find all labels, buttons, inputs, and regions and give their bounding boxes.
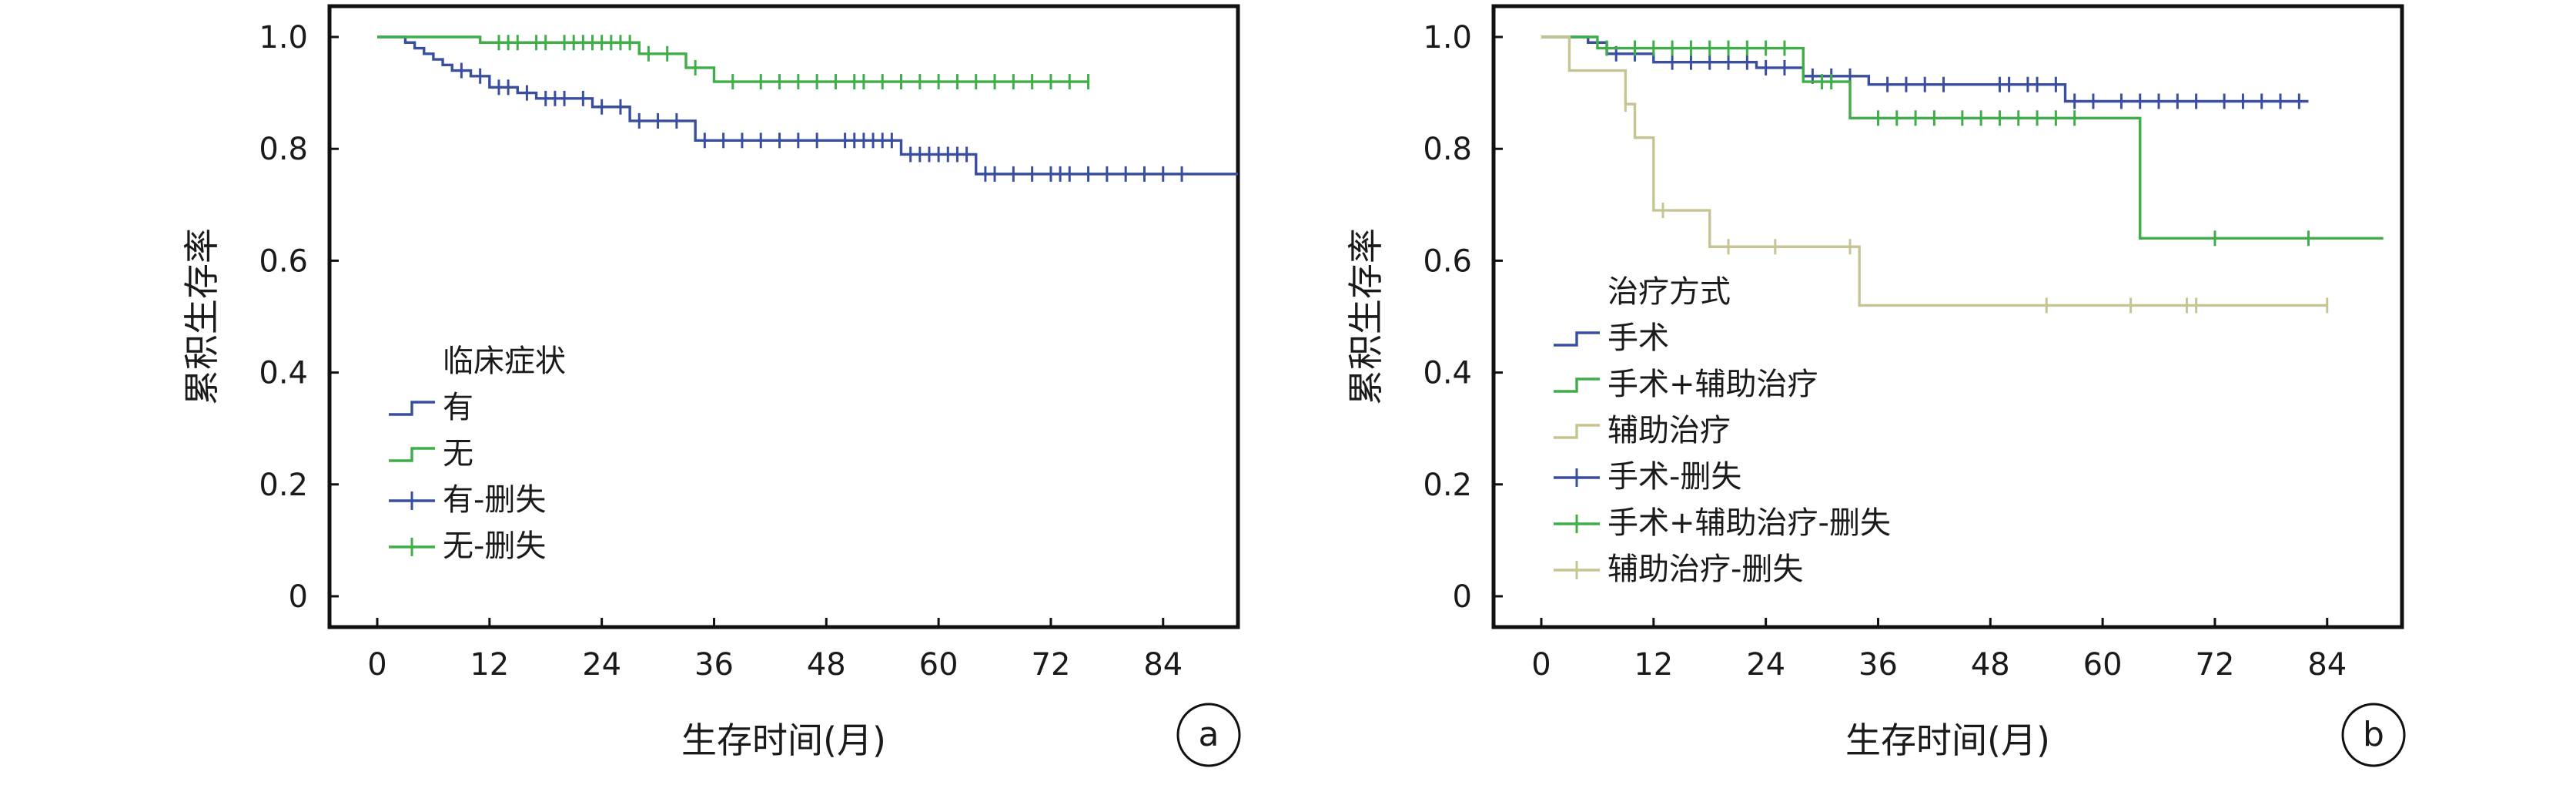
y-tick-label: 0.8: [259, 132, 308, 167]
legend-swatch-line: [389, 401, 435, 416]
legend-swatch-line: [1554, 331, 1600, 347]
y-tick-label: 0: [1453, 579, 1472, 615]
x-tick-label: 84: [1143, 647, 1183, 683]
y-axis-title: 累积生存率: [1345, 228, 1387, 405]
legend-title: 临床症状: [443, 344, 566, 379]
legend-label: 手术+辅助治疗-删失: [1607, 505, 1891, 541]
legend-label: 无-删失: [443, 528, 546, 564]
legend-label: 无: [443, 436, 473, 471]
y-tick-label: 0.4: [259, 356, 308, 391]
legend-label: 辅助治疗-删失: [1607, 552, 1803, 587]
y-tick-label: 0.8: [1423, 132, 1472, 167]
y-tick-label: 0.6: [259, 243, 308, 279]
chart-panel-a: 0 12 24 36 48 60 72 84 0 0.2 0.4 0.6 0.8 1.0 生存时间(月) 累积…: [181, 4, 1241, 767]
legend-label: 手术-删失: [1607, 459, 1741, 495]
x-tick-label: 24: [582, 647, 621, 683]
x-tick-label: 36: [694, 647, 734, 683]
plot-frame: [1491, 4, 2404, 629]
x-tick-label: 0: [1531, 647, 1551, 683]
x-tick-label: 12: [470, 647, 509, 683]
x-tick-label: 48: [807, 647, 846, 683]
y-tick-label: 1.0: [1423, 20, 1472, 55]
x-tick-label: 60: [919, 647, 958, 683]
y-tick-label: 0.6: [1423, 243, 1472, 279]
x-tick-label: 0: [367, 647, 386, 683]
legend-label: 有-删失: [443, 482, 546, 518]
legend-label: 手术: [1607, 320, 1669, 356]
x-tick-label: 48: [1971, 647, 2010, 683]
plot-frame: [327, 4, 1240, 629]
x-tick-label: 72: [1032, 647, 1071, 683]
y-tick-label: 0.2: [259, 468, 308, 503]
legend-swatch-line: [389, 447, 435, 462]
x-tick-label: 36: [1858, 647, 1898, 683]
panel-letter: b: [2363, 715, 2384, 754]
x-tick-label: 60: [2083, 647, 2123, 683]
legend-swatch-line: [1554, 377, 1600, 393]
x-tick-label: 24: [1746, 647, 1785, 683]
x-tick-label: 72: [2196, 647, 2235, 683]
y-tick-label: 0.4: [1423, 356, 1472, 391]
x-axis-title: 生存时间(月): [681, 720, 886, 761]
panel-letter-circle: [2341, 703, 2406, 767]
x-tick-label: 84: [2307, 647, 2347, 683]
legend-label: 辅助治疗: [1607, 413, 1731, 448]
y-tick-label: 0: [289, 579, 308, 615]
legend-swatch-line: [1554, 424, 1600, 439]
panel-letter: a: [1199, 715, 1219, 754]
legend-label: 有: [443, 390, 473, 425]
panel-letter-circle: [1176, 703, 1241, 767]
x-axis-title: 生存时间(月): [1845, 720, 2050, 761]
legend-title: 治疗方式: [1607, 274, 1731, 310]
y-axis-title: 累积生存率: [181, 228, 222, 405]
series-line-1: [1541, 35, 2384, 240]
chart-panel-b: 0 12 24 36 48 60 72 84 0 0.2 0.4 0.6 0.8 1.0 生存时间(月) 累积…: [1345, 4, 2406, 767]
series-line-1: [377, 35, 1089, 83]
series-line-0: [377, 35, 1238, 176]
x-tick-label: 12: [1634, 647, 1673, 683]
y-tick-label: 0.2: [1423, 468, 1472, 503]
y-tick-label: 1.0: [259, 20, 308, 55]
series-line-2: [1541, 35, 2327, 307]
legend-label: 手术+辅助治疗: [1607, 367, 1818, 402]
